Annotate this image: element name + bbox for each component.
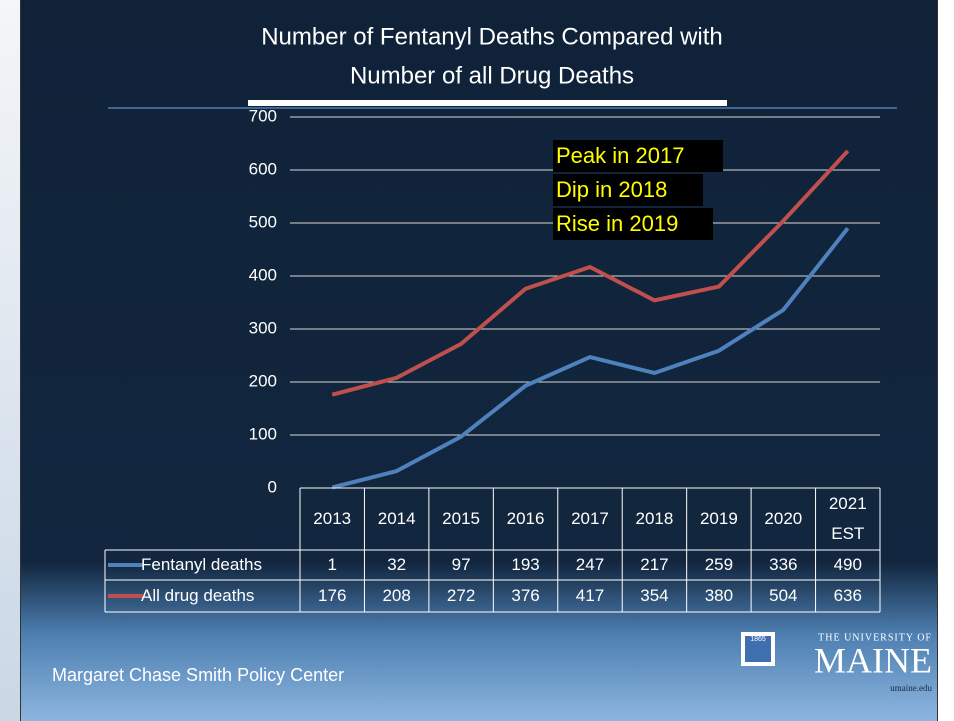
x-tick-label: 2018 <box>635 509 674 528</box>
side-strip <box>0 0 20 721</box>
table-value: 490 <box>833 555 862 574</box>
table-value: 176 <box>318 586 347 605</box>
table-value: 504 <box>769 586 798 605</box>
y-tick-label: 0 <box>268 477 277 496</box>
legend-label: All drug deaths <box>141 586 255 605</box>
y-tick-label: 400 <box>249 265 277 284</box>
series-line <box>331 227 850 490</box>
chart-title: Number of Fentanyl Deaths Compared with <box>261 23 723 50</box>
table-value: 376 <box>511 586 540 605</box>
table-value: 417 <box>575 586 605 605</box>
x-tick-label: 2014 <box>377 509 416 528</box>
table-value: 32 <box>387 555 407 574</box>
x-tick-label: 2020 <box>764 509 803 528</box>
table-value: 636 <box>833 586 862 605</box>
y-tick-label: 200 <box>249 371 277 390</box>
table-value: 380 <box>704 586 734 605</box>
table-value: 1 <box>327 555 337 574</box>
x-tick-label: 2019 <box>699 509 738 528</box>
x-tick-label: 2015 <box>442 509 480 528</box>
x-tick-label: 2017 <box>571 509 609 528</box>
x-tick-label: 2013 <box>313 509 352 528</box>
table-value: 354 <box>640 586 669 605</box>
x-tick-label: 2021 EST <box>828 494 867 543</box>
logo-name: MAINE <box>814 640 932 680</box>
annotation: Rise in 2019 <box>556 211 678 236</box>
y-tick-label: 500 <box>249 212 277 231</box>
logo-text: THE UNIVERSITY OF <box>818 632 932 643</box>
y-tick-label: 300 <box>249 318 277 337</box>
annotation-bg <box>553 174 703 206</box>
table-value: 208 <box>382 586 411 605</box>
x-tick-label: 2016 <box>506 509 545 528</box>
annotation: Peak in 2017 <box>556 143 684 168</box>
table-value: 217 <box>640 555 669 574</box>
table-value: 259 <box>704 555 734 574</box>
table-value: 193 <box>511 555 540 574</box>
y-tick-label: 100 <box>249 424 277 443</box>
legend-label: Fentanyl deaths <box>141 555 262 574</box>
table-value: 272 <box>446 586 476 605</box>
y-tick-label: 600 <box>249 159 277 178</box>
table-value: 336 <box>769 555 798 574</box>
series-line <box>331 149 850 397</box>
annotation-bg <box>553 140 723 172</box>
slide-background <box>20 0 938 721</box>
annotation-bg <box>553 208 713 240</box>
logo-url: umaine.edu <box>890 683 932 693</box>
logo-year: 1865 <box>750 636 766 643</box>
chart-title: Number of all Drug Deaths <box>350 62 634 89</box>
footer: Margaret Chase Smith Policy Center <box>52 665 344 685</box>
table-value: 247 <box>575 555 605 574</box>
table-value: 97 <box>451 555 471 574</box>
logo-icon-inner <box>745 636 771 662</box>
y-tick-label: 700 <box>249 106 277 125</box>
annotation: Dip in 2018 <box>556 177 667 202</box>
